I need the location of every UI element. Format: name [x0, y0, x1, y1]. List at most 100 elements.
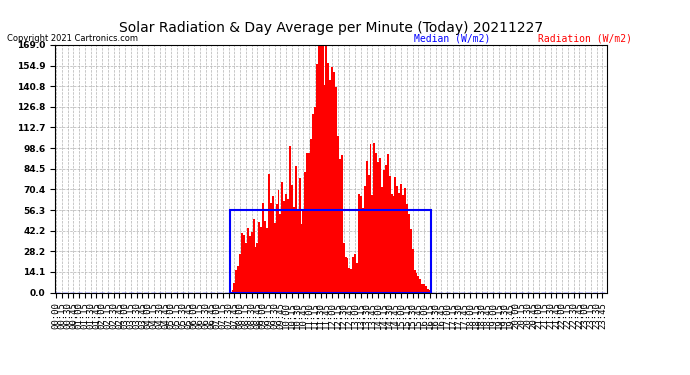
Bar	[398, 194, 400, 292]
Text: Solar Radiation & Day Average per Minute (Today) 20211227: Solar Radiation & Day Average per Minute…	[119, 21, 543, 34]
Bar	[371, 195, 373, 292]
Bar	[297, 210, 299, 292]
Bar	[241, 233, 243, 292]
Bar	[413, 270, 415, 292]
Bar	[408, 214, 410, 292]
Bar	[377, 162, 379, 292]
Bar	[301, 224, 302, 292]
Bar	[239, 254, 241, 292]
Bar	[266, 228, 268, 292]
Bar	[331, 67, 333, 292]
Bar	[396, 186, 398, 292]
Bar	[299, 178, 301, 292]
Bar	[353, 257, 354, 292]
Bar	[341, 155, 343, 292]
Bar	[258, 222, 260, 292]
Bar	[423, 284, 425, 292]
Bar	[249, 236, 250, 292]
Bar	[406, 204, 408, 292]
Bar	[235, 270, 237, 292]
Bar	[312, 114, 314, 292]
Bar	[333, 72, 335, 292]
Bar	[270, 203, 272, 292]
Bar	[268, 174, 270, 292]
Bar	[364, 186, 366, 292]
Bar	[388, 176, 391, 292]
Bar	[279, 214, 282, 292]
Bar	[282, 182, 284, 292]
Bar	[379, 158, 381, 292]
Bar	[285, 194, 287, 292]
Bar	[245, 243, 247, 292]
Bar	[310, 139, 312, 292]
Bar	[257, 243, 258, 292]
Bar	[329, 80, 331, 292]
Bar	[395, 177, 396, 292]
Bar	[415, 273, 417, 292]
Bar	[314, 107, 316, 292]
Bar	[287, 199, 289, 292]
Bar	[293, 207, 295, 292]
Bar	[354, 254, 356, 292]
Bar	[247, 228, 249, 292]
Bar	[243, 235, 245, 292]
Bar	[410, 229, 412, 292]
Bar	[393, 196, 395, 292]
Bar	[404, 188, 406, 292]
Bar	[255, 248, 257, 292]
Bar	[277, 190, 279, 292]
Bar	[425, 286, 427, 292]
Bar	[232, 290, 233, 292]
Bar	[335, 87, 337, 292]
Bar	[356, 264, 358, 292]
Bar	[253, 219, 255, 292]
Bar	[327, 63, 329, 292]
Bar	[326, 45, 327, 292]
Bar	[337, 136, 339, 292]
Bar	[262, 202, 264, 292]
Bar	[339, 159, 341, 292]
Bar	[250, 232, 253, 292]
Bar	[274, 223, 275, 292]
Bar	[348, 268, 351, 292]
Bar	[284, 201, 285, 292]
Bar	[275, 204, 277, 292]
Bar	[373, 143, 375, 292]
Bar	[381, 187, 383, 292]
Bar	[260, 227, 262, 292]
Bar	[375, 153, 377, 292]
Bar	[316, 64, 318, 292]
Bar	[383, 170, 385, 292]
Bar	[344, 256, 346, 292]
Bar	[237, 266, 239, 292]
Bar	[322, 45, 324, 292]
Bar	[304, 172, 306, 292]
Bar	[306, 153, 308, 292]
Bar	[427, 289, 429, 292]
Bar	[366, 161, 368, 292]
Bar	[230, 210, 431, 292]
Bar	[291, 185, 293, 292]
Bar	[402, 195, 404, 292]
Bar	[358, 194, 360, 292]
Bar	[429, 290, 431, 292]
Bar	[324, 85, 326, 292]
Bar	[289, 146, 291, 292]
Bar	[319, 45, 322, 292]
Bar	[420, 279, 422, 292]
Bar	[362, 208, 364, 292]
Bar	[351, 269, 353, 292]
Bar	[400, 184, 402, 292]
Text: Copyright 2021 Cartronics.com: Copyright 2021 Cartronics.com	[7, 34, 138, 43]
Bar	[308, 153, 310, 292]
Bar	[422, 284, 423, 292]
Text: Median (W/m2): Median (W/m2)	[414, 34, 491, 44]
Bar	[417, 276, 420, 292]
Bar	[272, 196, 274, 292]
Bar	[412, 249, 413, 292]
Bar	[302, 209, 304, 292]
Bar	[368, 176, 370, 292]
Bar	[264, 221, 266, 292]
Bar	[360, 196, 362, 292]
Bar	[391, 194, 393, 292]
